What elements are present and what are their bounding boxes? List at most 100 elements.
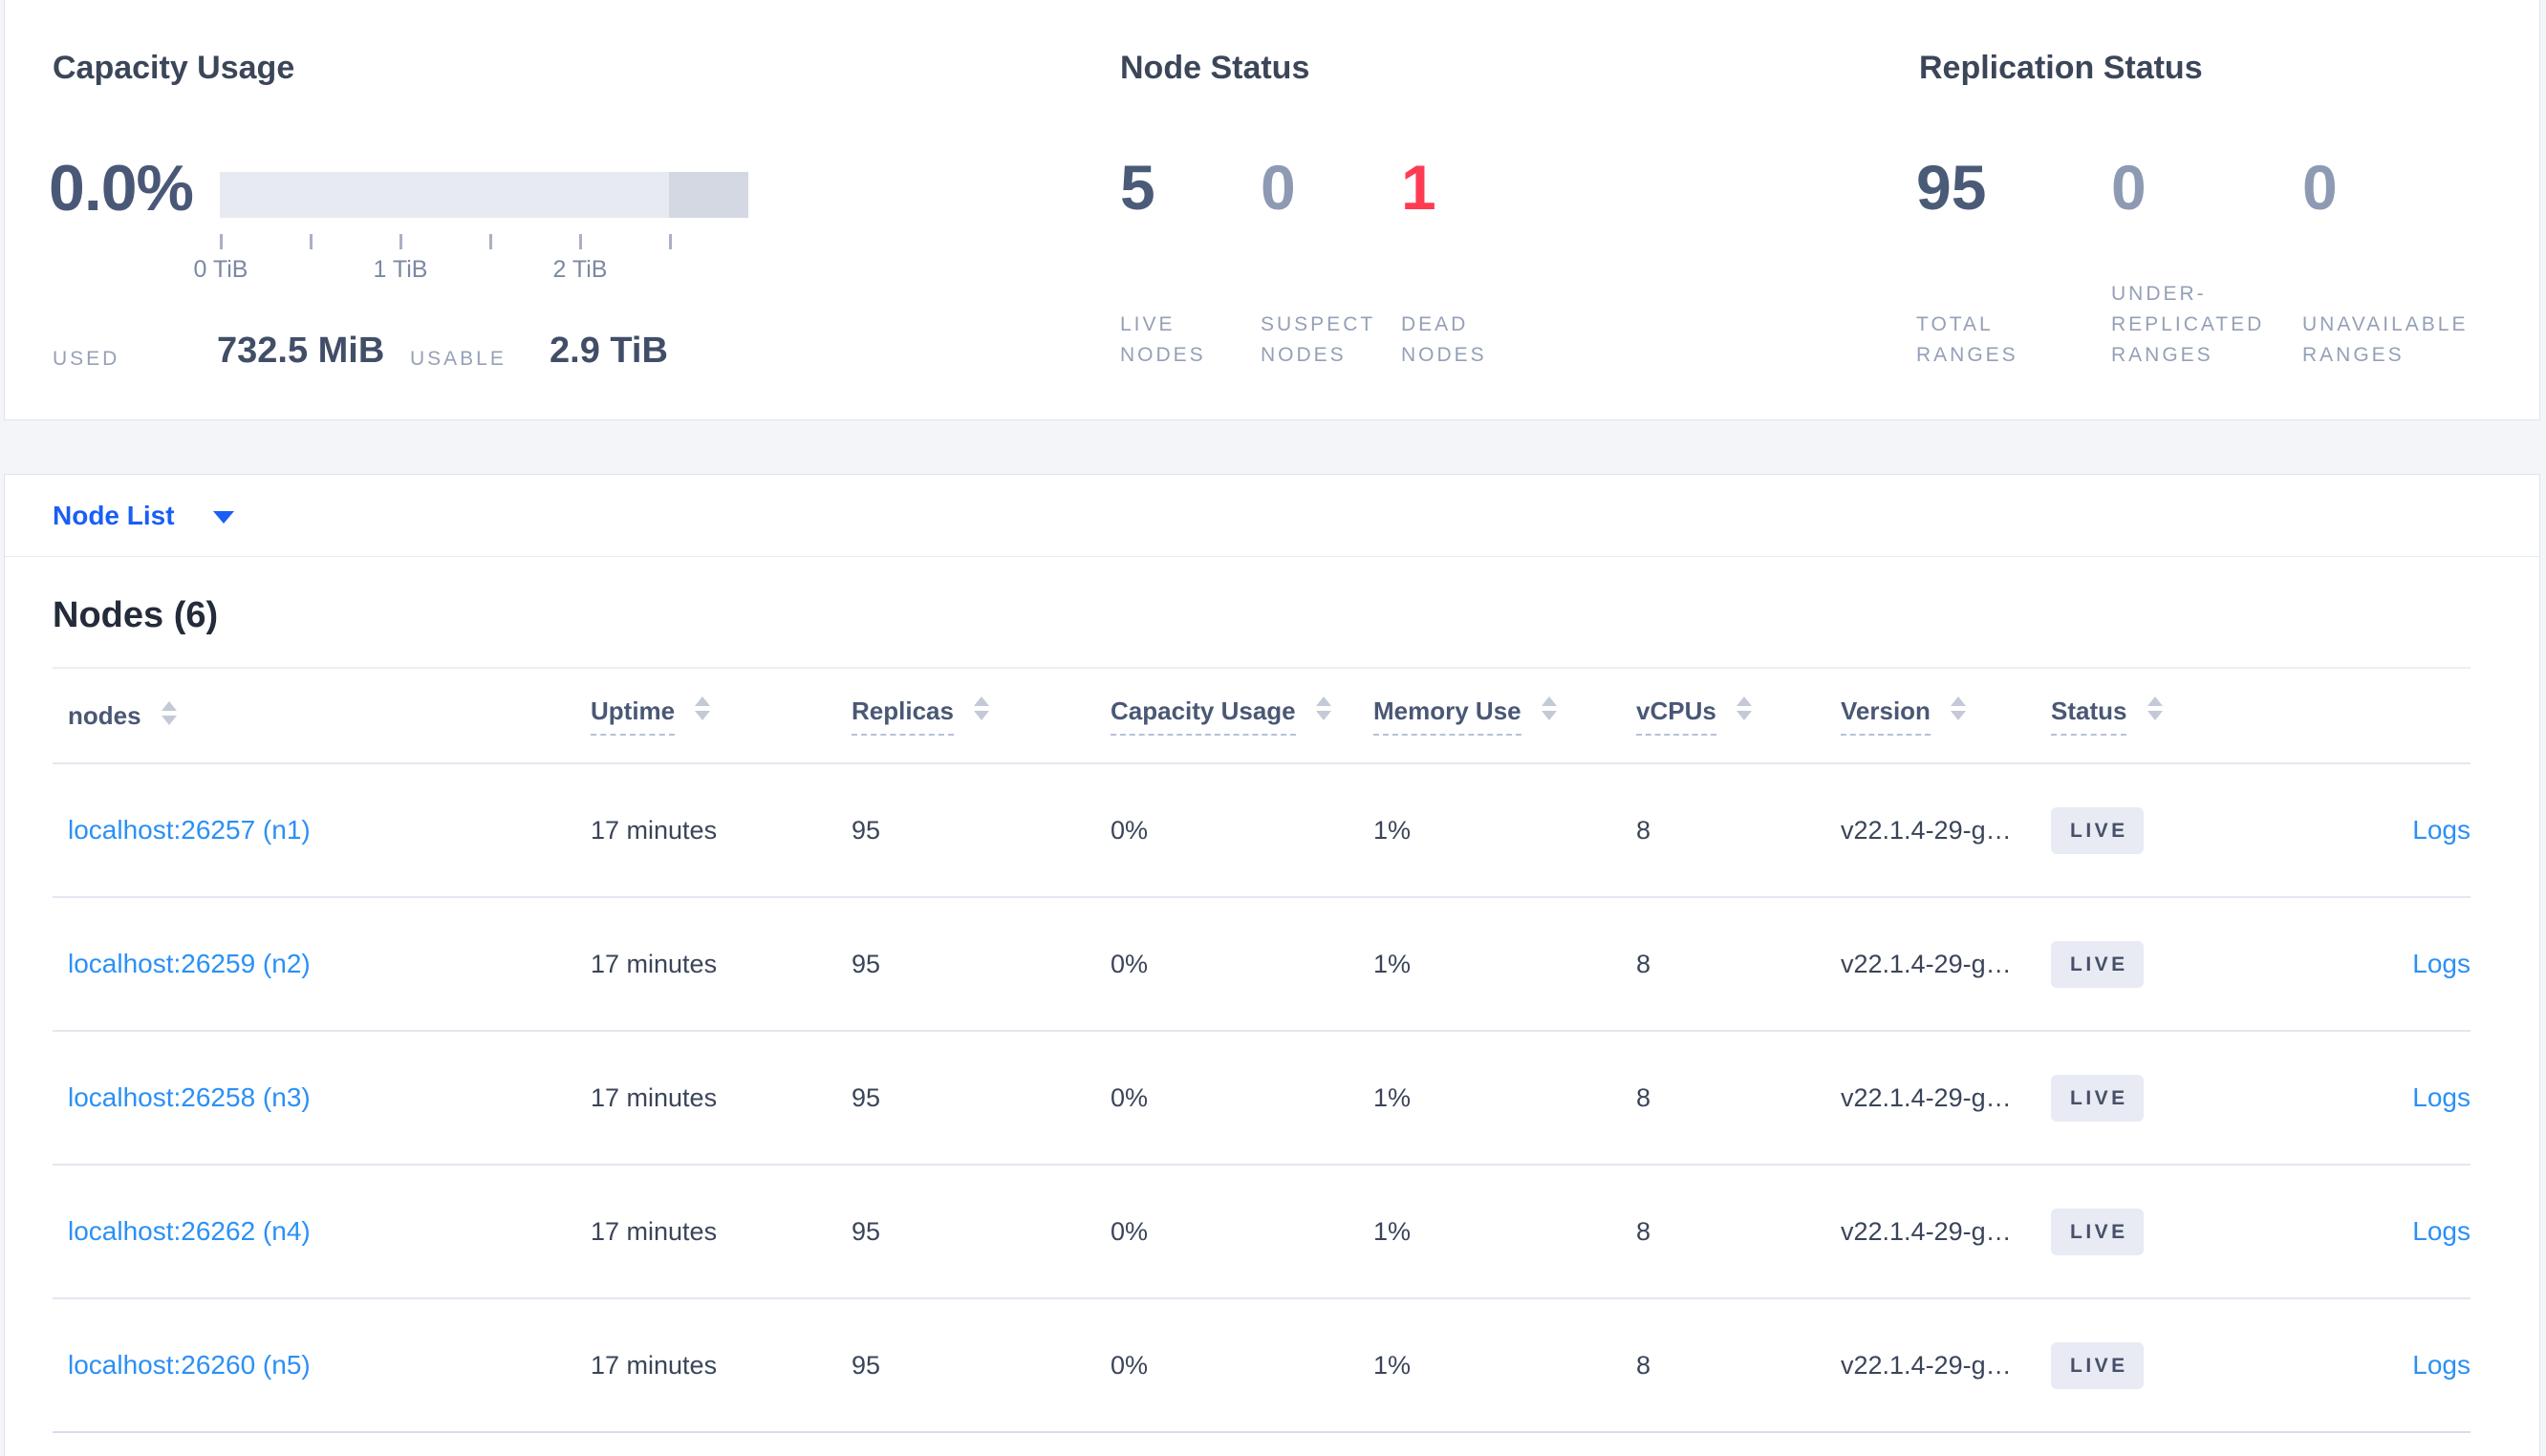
sort-icon bbox=[1951, 696, 1967, 721]
column-header-uptime[interactable]: Uptime bbox=[591, 668, 852, 764]
under-replicated-ranges-stat: 0 UNDER- REPLICATED RANGES bbox=[2111, 0, 2293, 418]
node-list-card: Node List Nodes (6) nodes bbox=[4, 474, 2540, 1456]
table-row: localhost:26257 (n1) 17 minutes 95 0% 1%… bbox=[53, 763, 2470, 898]
capacity-used-value: 732.5 MiB bbox=[217, 331, 385, 371]
logs-link[interactable]: Logs bbox=[2412, 1082, 2470, 1112]
status-badge: LIVE bbox=[2051, 1341, 2144, 1389]
capacity-cell: 0% bbox=[1111, 763, 1373, 898]
capacity-cell: 0% bbox=[1111, 1298, 1373, 1433]
uptime-cell: 17 minutes bbox=[591, 897, 852, 1032]
version-cell: v22.1.4-29-g… bbox=[1841, 1165, 2051, 1299]
unavailable-ranges-label: UNAVAILABLE RANGES bbox=[2302, 313, 2469, 366]
dead-nodes-count: 1 bbox=[1401, 152, 1436, 223]
memory-cell: 1% bbox=[1373, 897, 1636, 1032]
node-link[interactable]: localhost:26258 (n3) bbox=[68, 1082, 311, 1112]
uptime-cell: 17 minutes bbox=[591, 1298, 852, 1433]
total-ranges-stat: 95 TOTAL RANGES bbox=[1916, 0, 2098, 418]
sort-icon bbox=[1737, 696, 1753, 721]
status-badge: LIVE bbox=[2051, 1074, 2144, 1122]
column-header-memory-use[interactable]: Memory Use bbox=[1373, 668, 1636, 764]
column-header-nodes[interactable]: nodes bbox=[53, 668, 591, 764]
under-replicated-ranges-count: 0 bbox=[2111, 152, 2147, 223]
capacity-bar-reserved-segment bbox=[669, 172, 748, 218]
node-link[interactable]: localhost:26260 (n5) bbox=[68, 1350, 311, 1380]
table-row: localhost:26259 (n2) 17 minutes 95 0% 1%… bbox=[53, 897, 2470, 1032]
vcpus-cell: 8 bbox=[1636, 1298, 1841, 1433]
capacity-axis-label-2: 2 TiB bbox=[552, 256, 608, 283]
column-header-logs bbox=[2323, 668, 2470, 764]
column-header-capacity-usage[interactable]: Capacity Usage bbox=[1111, 668, 1373, 764]
memory-cell: 1% bbox=[1373, 1165, 1636, 1299]
capacity-axis-tick bbox=[489, 234, 492, 249]
capacity-cell: 0% bbox=[1111, 897, 1373, 1032]
live-nodes-label: LIVE NODES bbox=[1120, 313, 1206, 366]
vcpus-cell: 8 bbox=[1636, 1031, 1841, 1166]
nodes-count-heading: Nodes (6) bbox=[53, 595, 219, 635]
logs-link[interactable]: Logs bbox=[2412, 949, 2470, 978]
capacity-axis-label-0: 0 TiB bbox=[193, 256, 248, 283]
dead-nodes-label: DEAD NODES bbox=[1401, 313, 1487, 366]
capacity-axis-tick bbox=[310, 234, 313, 249]
table-row: localhost:26262 (n4) 17 minutes 95 0% 1%… bbox=[53, 1165, 2470, 1299]
capacity-axis-tick bbox=[579, 234, 582, 249]
version-cell: v22.1.4-29-g… bbox=[1841, 897, 2051, 1032]
column-header-version[interactable]: Version bbox=[1841, 668, 2051, 764]
capacity-usable-value: 2.9 TiB bbox=[550, 331, 668, 371]
capacity-usage-title: Capacity Usage bbox=[53, 50, 295, 86]
replicas-cell: 95 bbox=[852, 897, 1111, 1032]
capacity-used-percent: 0.0% bbox=[49, 152, 194, 225]
node-link[interactable]: localhost:26259 (n2) bbox=[68, 949, 311, 978]
uptime-cell: 17 minutes bbox=[591, 1165, 852, 1299]
unavailable-ranges-count: 0 bbox=[2302, 152, 2338, 223]
uptime-cell: 17 minutes bbox=[591, 1031, 852, 1166]
chevron-down-icon bbox=[212, 511, 234, 524]
node-link[interactable]: localhost:26262 (n4) bbox=[68, 1216, 311, 1246]
status-badge: LIVE bbox=[2051, 1208, 2144, 1255]
memory-cell: 1% bbox=[1373, 1031, 1636, 1166]
version-cell: v22.1.4-29-g… bbox=[1841, 1298, 2051, 1433]
replicas-cell: 95 bbox=[852, 1031, 1111, 1166]
total-ranges-label: TOTAL RANGES bbox=[1916, 313, 2018, 366]
unavailable-ranges-stat: 0 UNAVAILABLE RANGES bbox=[2302, 0, 2513, 418]
memory-cell: 1% bbox=[1373, 1298, 1636, 1433]
node-list-body: Nodes (6) nodes Uptime bbox=[5, 595, 2539, 1433]
version-cell: v22.1.4-29-g… bbox=[1841, 1031, 2051, 1166]
total-ranges-count: 95 bbox=[1916, 152, 1987, 223]
table-header-row: nodes Uptime Replicas Capacity Usag bbox=[53, 668, 2470, 764]
replication-status-title: Replication Status bbox=[1919, 50, 2203, 86]
table-row: localhost:26260 (n5) 17 minutes 95 0% 1%… bbox=[53, 1298, 2470, 1433]
capacity-cell: 0% bbox=[1111, 1031, 1373, 1166]
capacity-axis-tick bbox=[220, 234, 223, 249]
table-row: localhost:26258 (n3) 17 minutes 95 0% 1%… bbox=[53, 1031, 2470, 1166]
replicas-cell: 95 bbox=[852, 763, 1111, 898]
capacity-usage-bar bbox=[220, 172, 748, 218]
uptime-cell: 17 minutes bbox=[591, 763, 852, 898]
node-list-dropdown-label[interactable]: Node List bbox=[53, 500, 175, 530]
sort-icon bbox=[695, 696, 711, 721]
vcpus-cell: 8 bbox=[1636, 763, 1841, 898]
capacity-axis-tick bbox=[669, 234, 672, 249]
logs-link[interactable]: Logs bbox=[2412, 1350, 2470, 1380]
under-replicated-ranges-label: UNDER- REPLICATED RANGES bbox=[2111, 283, 2265, 366]
live-nodes-stat: 5 LIVE NODES bbox=[1120, 0, 1254, 418]
live-nodes-count: 5 bbox=[1120, 152, 1155, 223]
column-header-vcpus[interactable]: vCPUs bbox=[1636, 668, 1841, 764]
logs-link[interactable]: Logs bbox=[2412, 815, 2470, 845]
node-list-view-switcher[interactable]: Node List bbox=[5, 475, 2539, 557]
column-header-replicas[interactable]: Replicas bbox=[852, 668, 1111, 764]
capacity-used-label: USED bbox=[53, 348, 120, 370]
node-link[interactable]: localhost:26257 (n1) bbox=[68, 815, 311, 845]
memory-cell: 1% bbox=[1373, 763, 1636, 898]
logs-link[interactable]: Logs bbox=[2412, 1216, 2470, 1246]
vcpus-cell: 8 bbox=[1636, 897, 1841, 1032]
replicas-cell: 95 bbox=[852, 1165, 1111, 1299]
capacity-axis-tick bbox=[399, 234, 402, 249]
node-status-title: Node Status bbox=[1120, 50, 1310, 86]
dead-nodes-stat: 1 DEAD NODES bbox=[1401, 0, 1535, 418]
suspect-nodes-count: 0 bbox=[1261, 152, 1296, 223]
sort-icon bbox=[1315, 696, 1331, 721]
column-header-status[interactable]: Status bbox=[2051, 668, 2323, 764]
suspect-nodes-label: SUSPECT NODES bbox=[1261, 313, 1376, 366]
sort-icon bbox=[1541, 696, 1557, 721]
